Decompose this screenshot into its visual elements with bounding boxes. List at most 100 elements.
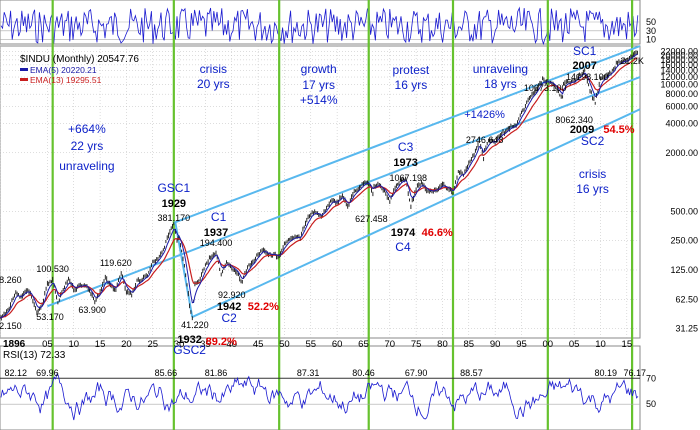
price-series (0, 50, 638, 321)
y-tick-label: 500.00 (670, 206, 698, 216)
rsi-peak-label: 81.86 (205, 368, 228, 378)
annotation-label: 92.920 (218, 290, 246, 300)
x-tick-label: 10 (68, 339, 79, 350)
rsi-ytick-label: 50 (646, 399, 656, 409)
x-tick-label: 45 (253, 339, 264, 350)
rsi-ytick-label: 70 (646, 373, 656, 383)
annotation-label: 381.170 (158, 213, 191, 223)
annotation-label: crisis (200, 62, 227, 76)
annotation-label: 22 yrs (71, 139, 104, 153)
y-tick-label: 4000.00 (665, 118, 698, 128)
x-tick-label: 15 (95, 339, 106, 350)
annotation-label: 16 yrs (576, 182, 609, 196)
annotation-label: +1426% (464, 109, 505, 121)
chart-header: $INDU (Monthly) 20547.76 EMA(5) 20220.21… (20, 54, 139, 85)
channel-line (173, 45, 641, 224)
annotation-label: 17 yrs (302, 78, 335, 92)
rsi-peak-label: 69.96 (36, 368, 59, 378)
x-tick-label: 1896 (3, 339, 26, 350)
top-oscillator-line (0, 6, 639, 46)
annotation-label: C4 (395, 240, 411, 254)
annotation-label: 46.6% (422, 227, 453, 239)
annotation-label: 1942 (217, 301, 241, 313)
annotation-label: +664% (68, 122, 106, 136)
y-tick-label: 8000.00 (665, 89, 698, 99)
rsi-line (0, 373, 639, 421)
annotation-label: 41.220 (181, 320, 209, 330)
y-tick-label: 31.25 (675, 324, 698, 334)
annotation-label: 54.5% (603, 124, 634, 136)
top-ytick-label: 50 (646, 17, 656, 27)
annotation-label: C3 (398, 140, 414, 154)
annotation-label: SC2 (581, 134, 605, 148)
y-tick-label: 22000.00 (660, 46, 698, 56)
y-tick-label: 16000.00 (660, 60, 698, 70)
rsi-panel-frame (0, 345, 641, 430)
top-ytick-label: 10 (646, 35, 656, 45)
annotation-label: 14198.100 (566, 72, 609, 82)
annotation-label: 16 yrs (395, 78, 428, 92)
annotation-label: unraveling (59, 159, 114, 173)
annotation-label: 1932 (177, 334, 201, 346)
x-tick-label: 05 (42, 339, 53, 350)
x-tick-label: 95 (516, 339, 527, 350)
x-tick-label: 30 (174, 339, 185, 350)
annotation-label: 8062.340 (555, 115, 593, 125)
y-tick-label: 125.00 (670, 265, 698, 275)
x-tick-label: 20 (121, 339, 132, 350)
channel-line (47, 76, 641, 308)
annotation-label: growth (301, 62, 337, 76)
y-tick-label: 18000.00 (660, 55, 698, 65)
x-tick-label: 80 (437, 339, 448, 350)
annotation-label: 10673.100 (524, 83, 567, 93)
rsi-oscillator-line (0, 373, 639, 421)
x-tick-label: 90 (490, 339, 501, 350)
legend-swatch-ema13 (20, 78, 28, 81)
main-y-axis: 31.25 62.50 125.00 250.00 500.00 2000.00 4000.… (660, 46, 698, 333)
ema5-line (0, 53, 638, 319)
annotation-label: unraveling (473, 62, 528, 76)
annotation-label: 18 yrs (484, 77, 517, 91)
annotation-label: C2 (221, 311, 237, 325)
x-tick-label: 40 (226, 339, 237, 350)
y-tick-label: 2000.00 (665, 148, 698, 158)
x-tick-label: 25 (147, 339, 158, 350)
annotation-label: 78.260 (0, 275, 22, 285)
rsi-peak-label: 67.90 (405, 368, 428, 378)
annotation-label: 2007 (572, 60, 596, 72)
x-tick-label: 10 (595, 339, 606, 350)
rsi-peak-label: 85.66 (155, 368, 178, 378)
x-tick-label: 35 (200, 339, 211, 350)
annotation-label: 1974 (391, 227, 416, 239)
chart-title: $INDU (Monthly) 20547.76 (20, 54, 139, 65)
annotation-label: 1937 (204, 227, 228, 239)
annotation-label: 119.620 (100, 258, 132, 268)
annotation-label: 20 yrs (197, 77, 230, 91)
x-tick-label: 70 (385, 339, 396, 350)
annotation-label: 1973 (393, 157, 417, 169)
annotation-label: GSC1 (157, 181, 190, 195)
annotation-label: 53.170 (36, 312, 64, 322)
rsi-peak-label: 80.19 (594, 368, 617, 378)
annotation-label: 100.530 (36, 264, 69, 274)
rsi-peak-label: 82.12 (5, 368, 28, 378)
legend-swatch-ema5 (20, 68, 28, 71)
annotation-label: 194.400 (200, 238, 233, 248)
cycle-lines (51, 0, 634, 430)
annotation-label: 1929 (162, 198, 186, 210)
x-tick-label: 60 (332, 339, 343, 350)
annotation-label: 89.2% (206, 336, 237, 348)
rsi-peak-labels: 82.12 69.96 85.66 81.86 87.31 80.46 67.90 88.57… (5, 368, 646, 378)
y-tick-label: 10000.00 (660, 80, 698, 90)
channel-line (191, 108, 641, 318)
annotation-label: 42.150 (0, 321, 22, 331)
annotation-label: 627.458 (355, 214, 388, 224)
annotation-label: 1067.198 (389, 173, 427, 183)
rsi-peak-label: 80.46 (352, 368, 375, 378)
top-panel-oscillator (0, 6, 639, 46)
annotation-label: SC1 (573, 44, 597, 58)
y-tick-label: 20000.00 (660, 50, 698, 60)
